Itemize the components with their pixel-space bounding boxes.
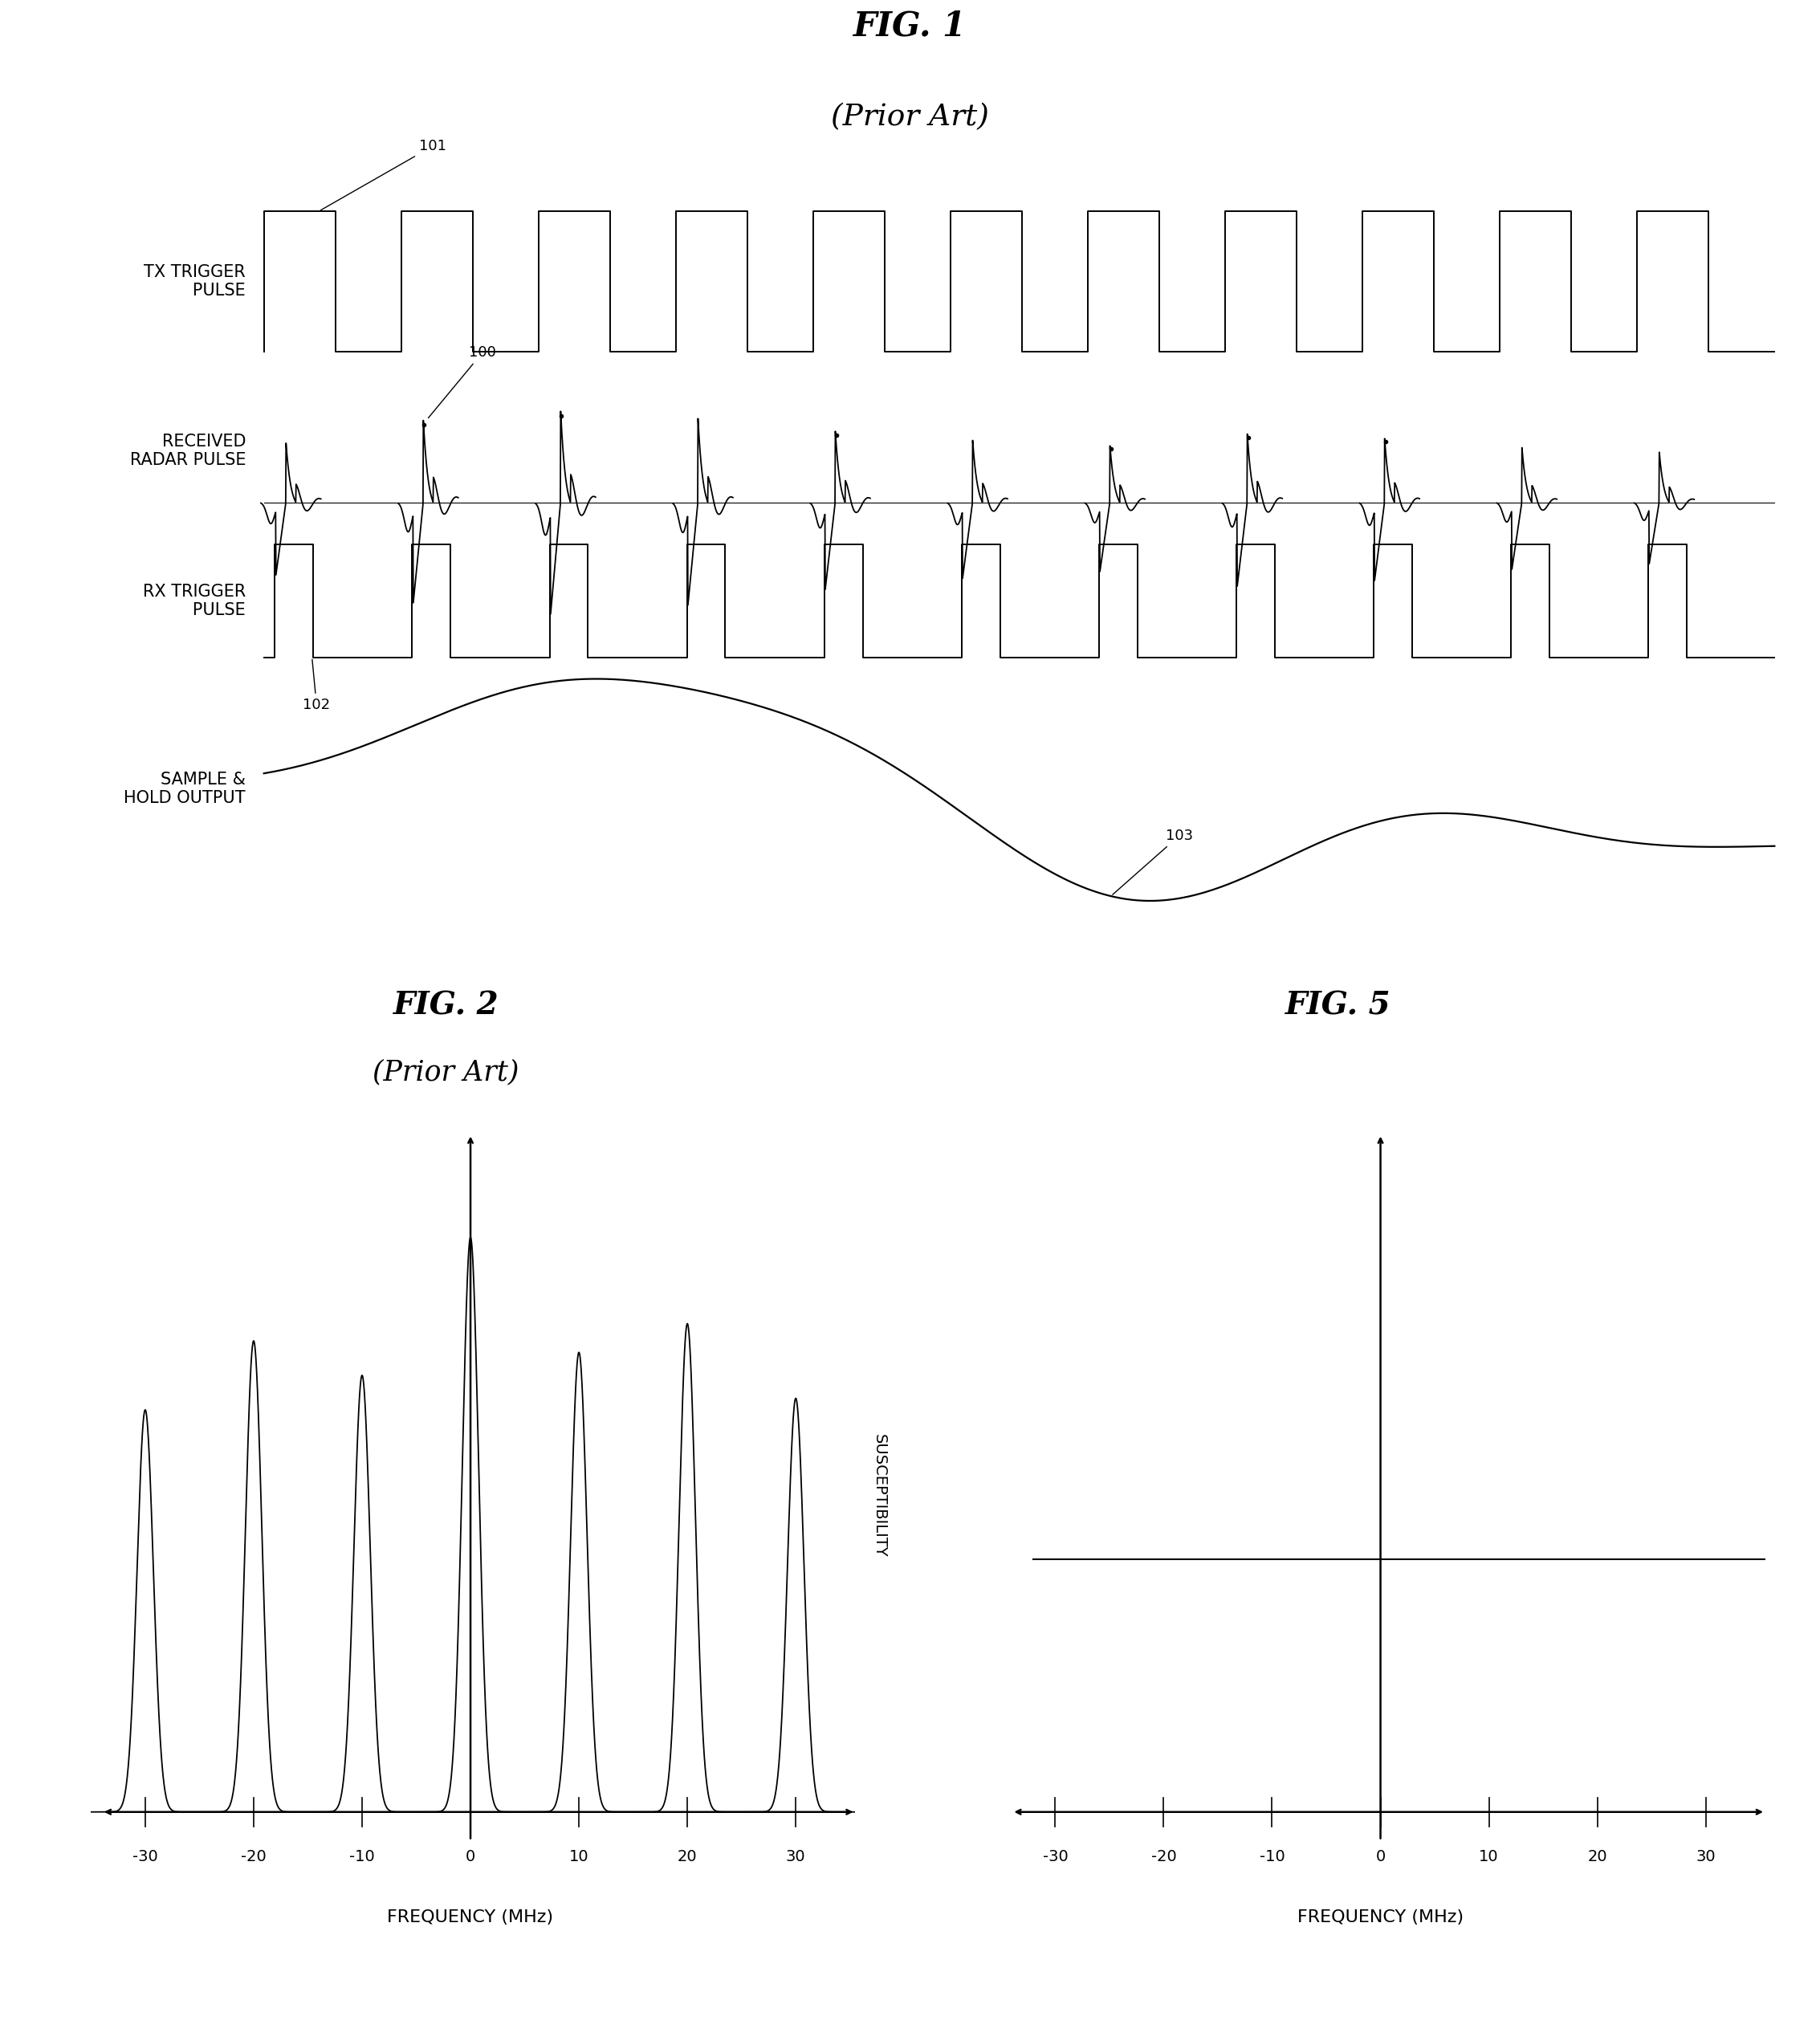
Text: RECEIVED
RADAR PULSE: RECEIVED RADAR PULSE — [129, 433, 246, 467]
Text: -20: -20 — [1150, 1849, 1176, 1865]
Text: FIG. 2: FIG. 2 — [393, 990, 499, 1020]
Text: 102: 102 — [302, 659, 329, 712]
Text: 0: 0 — [466, 1849, 475, 1865]
Text: FIG. 1: FIG. 1 — [854, 10, 966, 43]
Text: 10: 10 — [570, 1849, 590, 1865]
Text: -20: -20 — [240, 1849, 266, 1865]
Text: 100: 100 — [428, 345, 495, 418]
Text: (Prior Art): (Prior Art) — [832, 104, 988, 133]
Text: 20: 20 — [677, 1849, 697, 1865]
Text: TX TRIGGER
   PULSE: TX TRIGGER PULSE — [144, 265, 246, 298]
Text: RX TRIGGER
   PULSE: RX TRIGGER PULSE — [142, 584, 246, 618]
Text: -10: -10 — [1259, 1849, 1285, 1865]
Text: FREQUENCY (MHz): FREQUENCY (MHz) — [388, 1910, 553, 1925]
Text: 0: 0 — [1376, 1849, 1385, 1865]
Text: FREQUENCY (MHz): FREQUENCY (MHz) — [1298, 1910, 1463, 1925]
Text: SUSCEPTIBILITY: SUSCEPTIBILITY — [872, 1435, 886, 1557]
Text: SAMPLE &
HOLD OUTPUT: SAMPLE & HOLD OUTPUT — [124, 771, 246, 806]
Text: 103: 103 — [1112, 829, 1192, 894]
Text: -30: -30 — [133, 1849, 158, 1865]
Text: -10: -10 — [349, 1849, 375, 1865]
Text: 10: 10 — [1480, 1849, 1500, 1865]
Text: 30: 30 — [1696, 1849, 1716, 1865]
Text: 20: 20 — [1587, 1849, 1607, 1865]
Text: 30: 30 — [786, 1849, 806, 1865]
Text: FIG. 5: FIG. 5 — [1285, 990, 1390, 1020]
Text: -30: -30 — [1043, 1849, 1068, 1865]
Text: 101: 101 — [320, 139, 446, 210]
Text: (Prior Art): (Prior Art) — [373, 1059, 519, 1086]
